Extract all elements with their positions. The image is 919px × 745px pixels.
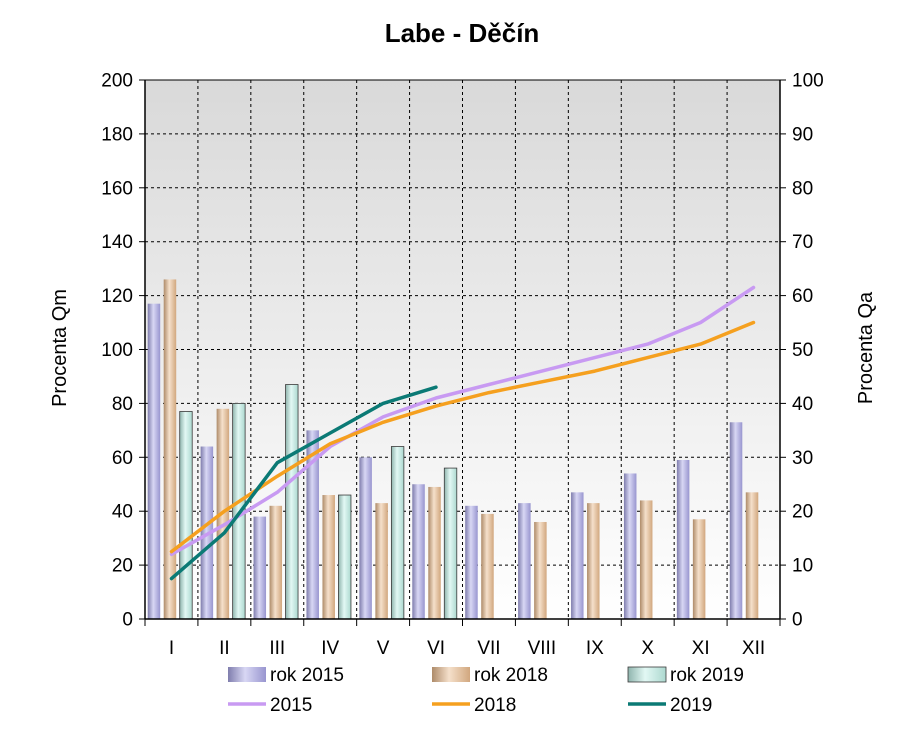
bar-rok-2019-III	[285, 384, 299, 620]
y-tick-label-right: 90	[792, 124, 813, 145]
bar-rok-2015-III	[253, 516, 267, 619]
bar-rok-2018-XII	[745, 492, 759, 619]
bar-rok-2015-VIII	[518, 503, 531, 619]
legend-label: 2019	[670, 695, 712, 716]
x-tick-label: XII	[742, 638, 765, 659]
legend-swatch-rok-2015	[228, 667, 266, 682]
bar-rok-2015-X	[623, 473, 637, 619]
bar-rok-2018-VI	[428, 486, 441, 619]
bar-rok-2015-VII	[465, 505, 478, 619]
x-tick-label: III	[269, 638, 285, 659]
bar-rok-2019-IV	[338, 494, 352, 620]
x-tick-label: IV	[321, 638, 339, 659]
y-tick-label-right: 40	[792, 394, 813, 415]
bar-rok-2018-X	[639, 500, 653, 619]
x-tick-label: II	[219, 638, 230, 659]
y-tick-label-right: 20	[792, 502, 813, 523]
y-tick-label-left: 0	[122, 610, 133, 631]
y-tick-label-left: 60	[112, 448, 133, 469]
chart-title: Labe - Děčín	[385, 18, 540, 48]
x-tick-label: XI	[692, 638, 710, 659]
legend-label: rok 2015	[270, 665, 344, 686]
y-tick-label-right: 70	[792, 232, 813, 253]
y-tick-label-left: 200	[101, 71, 133, 92]
bar-rok-2019-VI	[443, 467, 458, 620]
bar-rok-2019-V	[390, 446, 405, 620]
legend-label: 2018	[474, 695, 516, 716]
y-tick-label-left: 40	[112, 502, 133, 523]
legend: rok 2015 rok 2018 rok 2019 2015 2018 2019	[228, 665, 744, 716]
line-series-2018	[169, 320, 756, 554]
x-tick-label: VI	[427, 638, 445, 659]
bar-rok-2018-IX	[587, 503, 600, 619]
y-tick-label-left: 180	[101, 124, 133, 145]
y-tick-label-left: 100	[101, 340, 133, 361]
x-tick-label: V	[377, 638, 390, 659]
bar-rok-2018-V	[375, 503, 388, 619]
bar-rok-2018-XI	[692, 519, 706, 619]
y-tick-label-left: 80	[112, 394, 133, 415]
x-tick-label: I	[169, 638, 174, 659]
legend-label: rok 2019	[670, 665, 744, 686]
line-series-2019	[169, 385, 438, 581]
y-tick-label-right: 50	[792, 340, 813, 361]
line-series-2015	[169, 285, 756, 557]
y-tick-label-right: 80	[792, 178, 813, 199]
series-lines	[169, 285, 756, 581]
bar-rok-2018-I	[163, 279, 177, 619]
y-tick-label-left: 160	[101, 178, 133, 199]
bar-rok-2018-IV	[322, 495, 335, 619]
y-tick-label-left: 20	[112, 556, 133, 577]
bar-rok-2015-XII	[729, 422, 743, 619]
bar-rok-2015-V	[359, 457, 372, 619]
legend-label: rok 2018	[474, 665, 548, 686]
bar-rok-2018-III	[269, 505, 283, 619]
bar-rok-2015-IV	[306, 430, 319, 619]
bar-rok-2015-VI	[412, 484, 425, 619]
bar-rok-2018-VII	[481, 513, 494, 619]
x-tick-label: VII	[477, 638, 500, 659]
y-tick-label-right: 10	[792, 556, 813, 577]
legend-swatch-rok-2019	[627, 666, 667, 683]
y-tick-label-right: 60	[792, 286, 813, 307]
bar-rok-2015-I	[147, 303, 161, 619]
bar-rok-2015-IX	[571, 492, 584, 619]
bar-rok-2015-XI	[676, 459, 690, 619]
y-tick-label-right: 100	[792, 71, 824, 92]
legend-swatch-rok-2018	[432, 667, 470, 682]
y-tick-label-right: 30	[792, 448, 813, 469]
y-tick-label-right: 0	[792, 610, 803, 631]
x-tick-label: VIII	[528, 638, 557, 659]
y-axis-title-right: Procenta Qa	[855, 291, 877, 404]
x-tick-label: IX	[586, 638, 604, 659]
bar-rok-2019-I	[179, 411, 193, 620]
x-tick-label: X	[641, 638, 654, 659]
y-tick-label-left: 140	[101, 232, 133, 253]
legend-label: 2015	[270, 695, 312, 716]
axes: 0 20 40 60 80 100 120 140 160 180 200 0 10 20 30 40 50 60…	[101, 71, 823, 660]
bar-rok-2018-VIII	[534, 521, 547, 619]
y-axis-title-left: Procenta Qm	[49, 289, 71, 407]
y-tick-label-left: 120	[101, 286, 133, 307]
